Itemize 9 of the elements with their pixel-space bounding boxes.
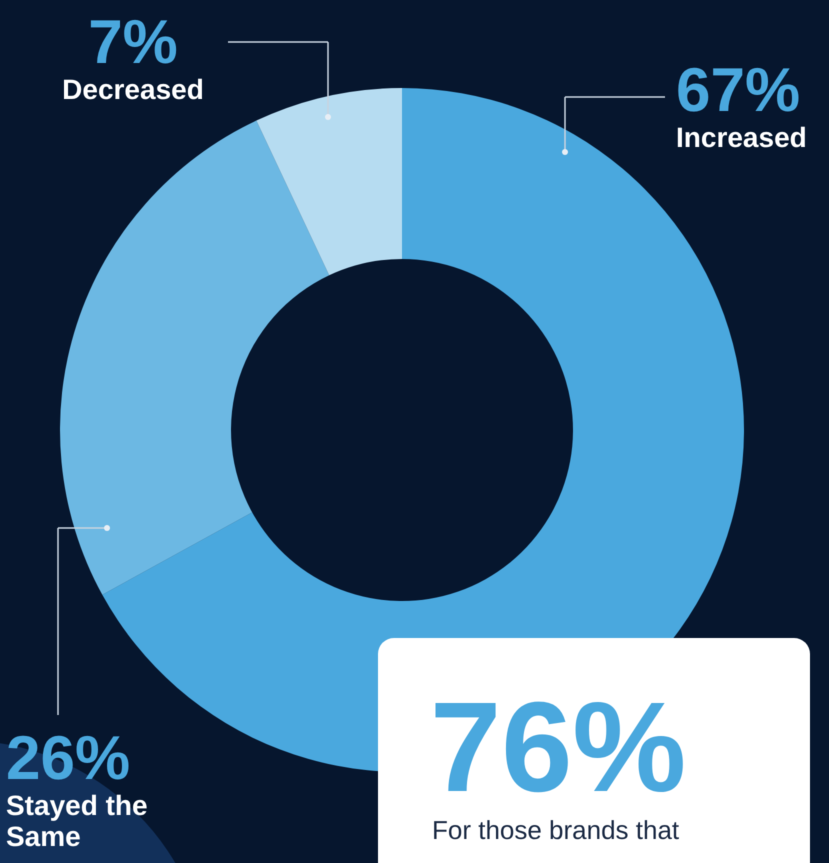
slice-label: Increased (676, 122, 808, 153)
data-label: 7% (87, 8, 179, 77)
slice-label: Decreased (61, 74, 205, 105)
card: 76% For those brands that (378, 638, 810, 863)
slice-label: Stayed the Same (6, 790, 149, 852)
donut-slice (60, 120, 330, 595)
data-label: 67% (676, 56, 802, 125)
data-label: 26% (6, 724, 132, 793)
donut-slice (256, 88, 402, 276)
